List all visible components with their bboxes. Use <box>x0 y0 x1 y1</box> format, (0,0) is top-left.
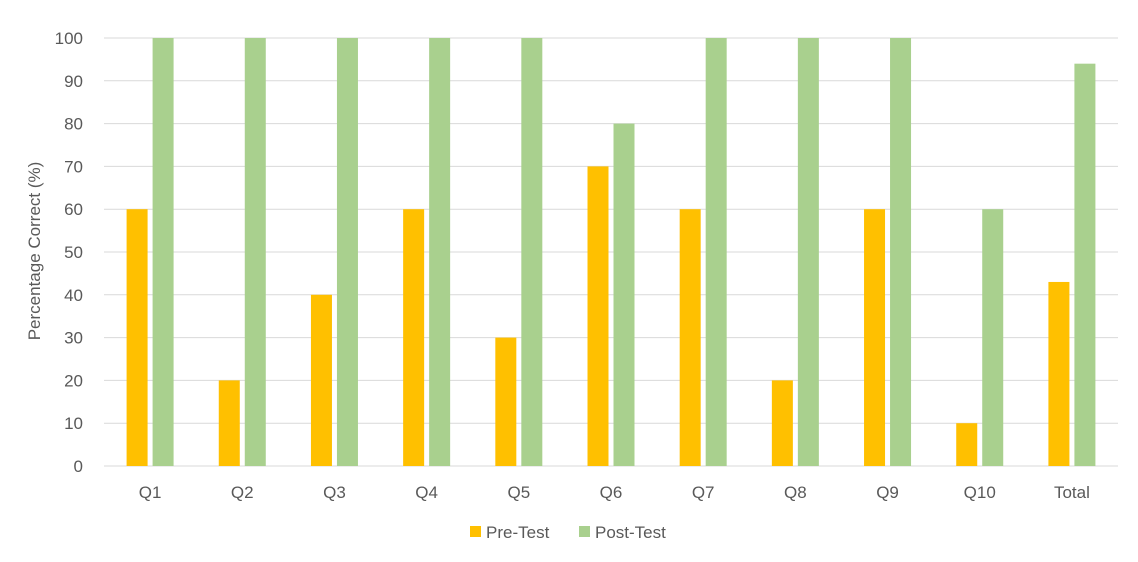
y-tick-label: 100 <box>55 29 83 48</box>
bar-pre-test-q3 <box>310 294 332 466</box>
bar-pre-test-q7 <box>679 209 701 466</box>
bar-post-test-q9 <box>890 38 912 466</box>
bar-pre-test-total <box>1048 281 1070 466</box>
bar-post-test-q8 <box>797 38 819 466</box>
y-tick-label: 0 <box>74 457 83 476</box>
x-axis-ticks: Q1 Q2 Q3 Q4 Q5 Q6 Q7 Q8 Q9 Q10 Total <box>139 483 1090 502</box>
bars <box>126 38 1096 467</box>
y-tick-label: 80 <box>64 115 83 134</box>
legend-swatch-post-test <box>579 526 590 537</box>
x-tick-label: Q4 <box>415 483 438 502</box>
bar-post-test-q1 <box>152 38 174 466</box>
y-tick-label: 40 <box>64 286 83 305</box>
legend-label: Pre-Test <box>486 523 550 542</box>
x-tick-label: Q1 <box>139 483 162 502</box>
y-tick-label: 90 <box>64 72 83 91</box>
y-tick-label: 20 <box>64 371 83 390</box>
bar-pre-test-q9 <box>864 209 886 466</box>
bar-pre-test-q6 <box>587 166 609 466</box>
bar-post-test-q6 <box>613 123 635 466</box>
y-axis-ticks: 0 10 20 30 40 50 60 70 80 90 100 <box>55 29 83 476</box>
x-tick-label: Q9 <box>876 483 899 502</box>
bar-pre-test-q8 <box>771 380 793 466</box>
bar-pre-test-q5 <box>495 337 517 466</box>
y-tick-label: 60 <box>64 200 83 219</box>
x-tick-label: Total <box>1054 483 1090 502</box>
y-tick-label: 30 <box>64 329 83 348</box>
bar-post-test-q4 <box>429 38 451 466</box>
bar-pre-test-q4 <box>403 209 425 466</box>
y-tick-label: 50 <box>64 243 83 262</box>
y-tick-label: 70 <box>64 157 83 176</box>
bar-post-test-q5 <box>521 38 543 466</box>
x-tick-label: Q2 <box>231 483 254 502</box>
x-tick-label: Q6 <box>600 483 623 502</box>
legend-label: Post-Test <box>595 523 666 542</box>
x-tick-label: Q3 <box>323 483 346 502</box>
bar-post-test-q2 <box>244 38 266 466</box>
bar-post-test-q10 <box>982 209 1004 466</box>
bar-post-test-q3 <box>336 38 358 466</box>
gridlines <box>104 37 1118 467</box>
x-tick-label: Q7 <box>692 483 715 502</box>
y-axis-title: Percentage Correct (%) <box>25 162 44 341</box>
bar-post-test-total <box>1074 63 1096 467</box>
x-tick-label: Q10 <box>964 483 996 502</box>
y-tick-label: 10 <box>64 414 83 433</box>
legend-swatch-pre-test <box>470 526 481 537</box>
bar-post-test-q7 <box>705 38 727 466</box>
bar-pre-test-q10 <box>956 423 978 466</box>
x-tick-label: Q8 <box>784 483 807 502</box>
bar-pre-test-q1 <box>126 209 148 466</box>
x-tick-label: Q5 <box>507 483 530 502</box>
bar-pre-test-q2 <box>218 380 240 466</box>
legend: Pre-Test Post-Test <box>470 523 666 542</box>
